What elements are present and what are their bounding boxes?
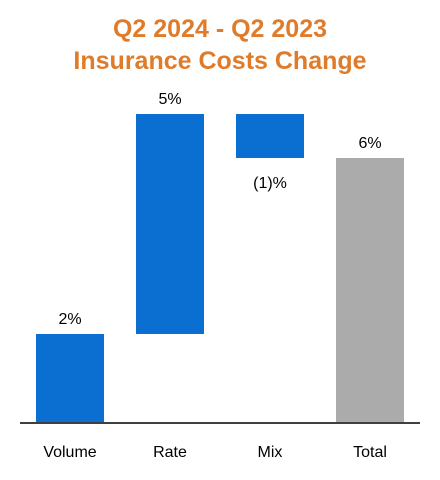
bar-total bbox=[336, 158, 404, 422]
data-label-rate: 5% bbox=[158, 91, 181, 108]
category-label-rate: Rate bbox=[153, 444, 187, 461]
category-label-total: Total bbox=[353, 444, 387, 461]
bar-mix bbox=[236, 114, 304, 158]
chart-title-line-1: Q2 2024 - Q2 2023 bbox=[112, 15, 328, 43]
category-label-mix: Mix bbox=[258, 444, 283, 461]
data-label-total: 6% bbox=[358, 135, 381, 152]
chart-title-line-2: Insurance Costs Change bbox=[73, 47, 367, 75]
bar-rate bbox=[136, 114, 204, 334]
data-label-volume: 2% bbox=[58, 311, 81, 328]
data-label-mix: (1)% bbox=[253, 175, 287, 192]
category-label-volume: Volume bbox=[43, 444, 96, 461]
bar-volume bbox=[36, 334, 104, 422]
